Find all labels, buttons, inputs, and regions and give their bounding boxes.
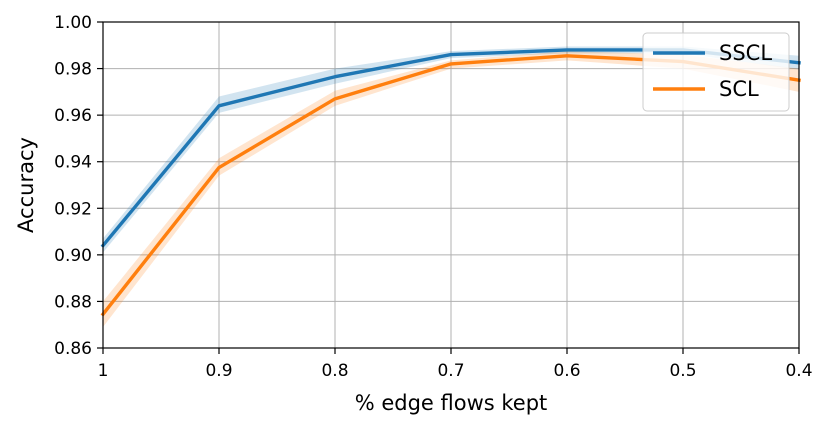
x-tick-label: 0.9 — [205, 361, 232, 381]
legend-label-scl: SCL — [719, 77, 759, 101]
axes — [97, 21, 800, 354]
tick-labels: 1 0.9 0.8 0.7 0.6 0.5 0.4 0.86 0.88 0.90 0.92 0.94 0… — [54, 13, 812, 381]
x-tick-label: 0.8 — [321, 361, 348, 381]
confidence-band-sscl — [103, 46, 799, 253]
x-axis-label: % edge flows kept — [355, 391, 548, 415]
x-tick-label: 0.7 — [437, 361, 464, 381]
y-tick-label: 0.92 — [54, 199, 92, 219]
y-tick-label: 0.94 — [54, 153, 92, 173]
legend-label-sscl: SSCL — [719, 41, 772, 65]
x-tick-label: 0.4 — [785, 361, 812, 381]
x-tick-label: 1 — [98, 361, 109, 381]
y-tick-label: 0.90 — [54, 246, 92, 266]
y-tick-label: 0.98 — [54, 60, 92, 80]
y-tick-label: 0.88 — [54, 292, 92, 312]
x-tick-label: 0.5 — [669, 361, 696, 381]
x-tick-label: 0.6 — [553, 361, 580, 381]
y-tick-label: 1.00 — [54, 13, 92, 33]
legend: SSCL SCL — [642, 32, 790, 112]
y-tick-label: 0.96 — [54, 106, 92, 126]
confidence-bands — [103, 46, 799, 328]
y-axis-label: Accuracy — [14, 137, 38, 233]
y-tick-label: 0.86 — [54, 339, 92, 359]
